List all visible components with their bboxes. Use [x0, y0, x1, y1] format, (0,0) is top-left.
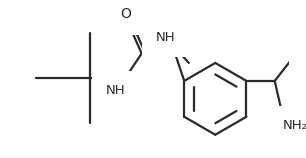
Text: NH₂: NH₂ — [283, 119, 306, 132]
Text: NH: NH — [105, 84, 125, 97]
Text: O: O — [120, 7, 131, 21]
Text: NH: NH — [155, 31, 175, 44]
